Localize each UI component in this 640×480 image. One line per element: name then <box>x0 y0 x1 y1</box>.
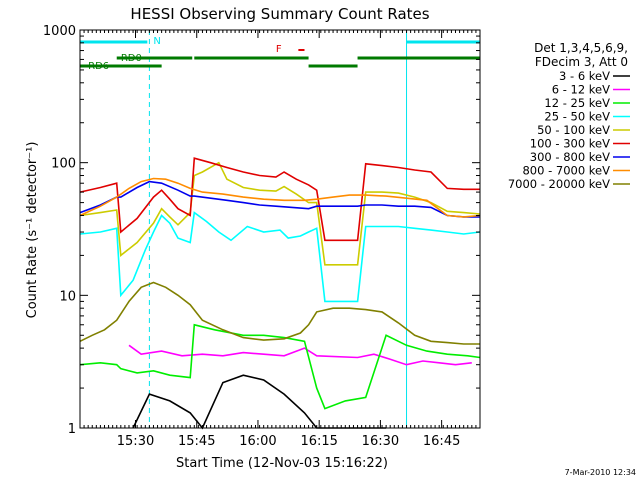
flag-label-rd6: RD6 <box>88 61 109 72</box>
flag-label-rd0: RD0 <box>121 53 142 64</box>
x-tick-label-3: 16:15 <box>300 434 337 449</box>
x-tick-label-4: 16:30 <box>362 434 399 449</box>
series-line-0 <box>132 374 387 430</box>
legend-label-3: 25 - 50 keV <box>544 110 610 124</box>
legend-title-line2: FDecim 3, Att 0 <box>535 55 628 69</box>
legend-label-4: 50 - 100 keV <box>537 123 610 137</box>
series-line-2 <box>79 323 481 410</box>
series-line-4 <box>79 161 481 266</box>
footer-date: 7-Mar-2010 12:34 <box>565 468 636 477</box>
x-tick-label-2: 16:00 <box>239 434 276 449</box>
legend-label-6: 300 - 800 keV <box>530 150 610 164</box>
legend-label-8: 7000 - 20000 keV <box>508 177 610 191</box>
series-line-5 <box>79 157 480 242</box>
axes: 1 10 100 1000 15:30 15:45 16:00 16:15 16:30 16:45 <box>43 24 481 449</box>
x-tick-label-5: 16:45 <box>423 434 460 449</box>
series-line-1 <box>128 344 472 366</box>
y-tick-label-2: 100 <box>51 157 76 172</box>
flag-label-n: N <box>153 36 160 47</box>
y-axis-label: Count Rate (s⁻¹ detector⁻¹) <box>25 142 40 319</box>
legend-label-2: 12 - 25 keV <box>544 96 610 110</box>
y-tick-label-1: 10 <box>59 289 76 304</box>
flag-label-f: F <box>276 44 282 55</box>
legend-title-line1: Det 1,3,4,5,6,9, <box>534 41 628 55</box>
legend-label-5: 100 - 300 keV <box>530 137 610 151</box>
series-line-7 <box>79 177 481 218</box>
plot-area: N F RD0 RD6 <box>79 30 481 430</box>
legend-label-0: 3 - 6 keV <box>559 69 610 83</box>
x-tick-label-1: 15:45 <box>178 434 215 449</box>
series-line-6 <box>79 180 480 218</box>
series-line-3 <box>79 211 481 303</box>
legend-label-7: 800 - 7000 keV <box>522 164 610 178</box>
y-tick-label-0: 1 <box>68 422 76 437</box>
series-line-8 <box>79 281 480 345</box>
x-axis-label: Start Time (12-Nov-03 15:16:22) <box>176 456 388 471</box>
x-tick-label-0: 15:30 <box>117 434 154 449</box>
y-tick-label-3: 1000 <box>43 24 76 39</box>
chart-title: HESSI Observing Summary Count Rates <box>130 5 429 23</box>
legend-label-1: 6 - 12 keV <box>552 83 610 97</box>
legend: Det 1,3,4,5,6,9, FDecim 3, Att 0 3 - 6 k… <box>508 41 630 191</box>
